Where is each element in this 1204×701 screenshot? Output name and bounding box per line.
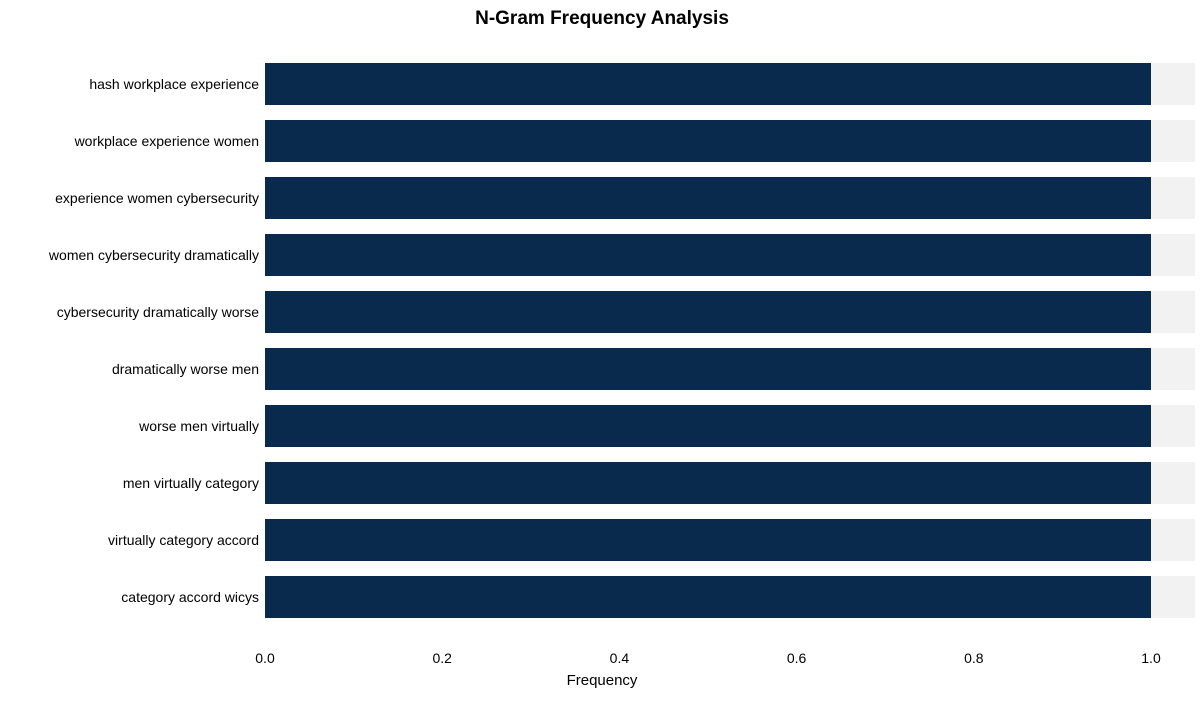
bar bbox=[265, 177, 1151, 219]
y-tick-label: virtually category accord bbox=[0, 533, 259, 547]
x-tick-label: 0.8 bbox=[954, 650, 994, 666]
row-gap bbox=[265, 105, 1195, 120]
y-tick-label: worse men virtually bbox=[0, 419, 259, 433]
row-gap bbox=[265, 447, 1195, 462]
x-tick-label: 0.0 bbox=[245, 650, 285, 666]
row-gap bbox=[265, 390, 1195, 405]
row-gap bbox=[265, 35, 1195, 63]
y-tick-label: women cybersecurity dramatically bbox=[0, 248, 259, 262]
y-tick-label: experience women cybersecurity bbox=[0, 191, 259, 205]
y-tick-label: men virtually category bbox=[0, 476, 259, 490]
ngram-frequency-chart: N-Gram Frequency Analysis hash workplace… bbox=[0, 0, 1204, 701]
bar bbox=[265, 519, 1151, 561]
x-tick-label: 0.2 bbox=[422, 650, 462, 666]
bar bbox=[265, 291, 1151, 333]
bar bbox=[265, 576, 1151, 618]
bar bbox=[265, 348, 1151, 390]
x-tick-label: 1.0 bbox=[1131, 650, 1171, 666]
row-gap bbox=[265, 219, 1195, 234]
bar bbox=[265, 234, 1151, 276]
row-gap bbox=[265, 618, 1195, 646]
x-axis-label: Frequency bbox=[0, 672, 1204, 689]
row-gap bbox=[265, 333, 1195, 348]
row-gap bbox=[265, 561, 1195, 576]
row-gap bbox=[265, 276, 1195, 291]
y-tick-label: hash workplace experience bbox=[0, 77, 259, 91]
bar bbox=[265, 120, 1151, 162]
chart-title: N-Gram Frequency Analysis bbox=[0, 8, 1204, 30]
y-tick-label: dramatically worse men bbox=[0, 362, 259, 376]
row-gap bbox=[265, 504, 1195, 519]
x-tick-label: 0.4 bbox=[599, 650, 639, 666]
bar bbox=[265, 405, 1151, 447]
y-tick-label: cybersecurity dramatically worse bbox=[0, 305, 259, 319]
plot-area bbox=[265, 35, 1195, 645]
x-tick-label: 0.6 bbox=[777, 650, 817, 666]
row-gap bbox=[265, 162, 1195, 177]
bar bbox=[265, 462, 1151, 504]
y-tick-label: workplace experience women bbox=[0, 134, 259, 148]
bar bbox=[265, 63, 1151, 105]
y-tick-label: category accord wicys bbox=[0, 590, 259, 604]
